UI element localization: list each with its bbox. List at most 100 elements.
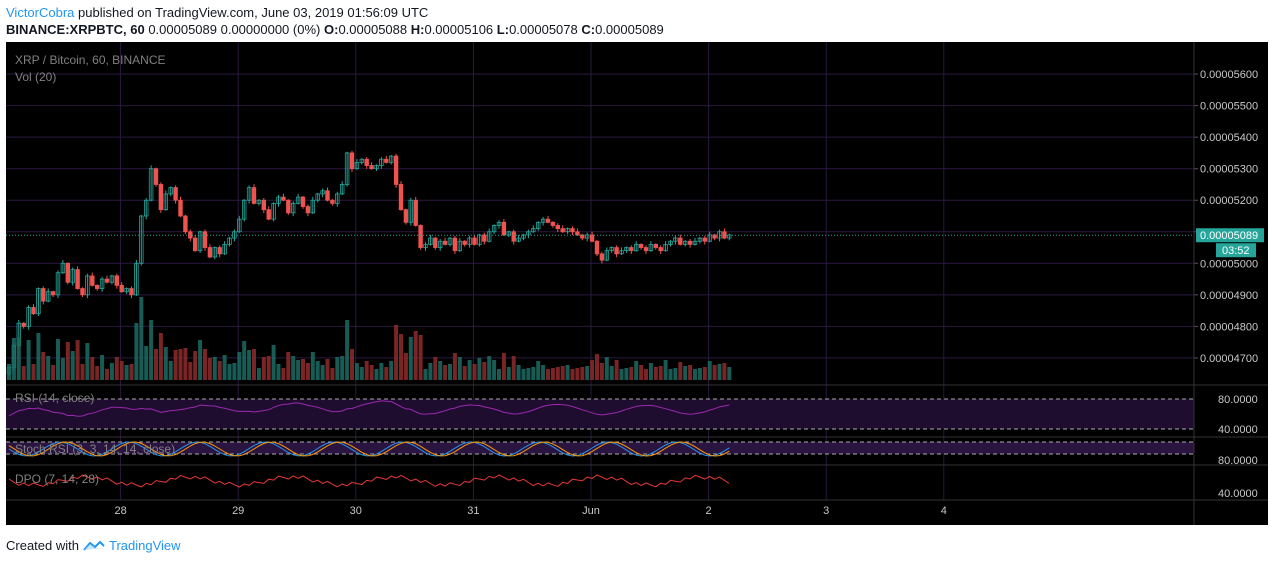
tradingview-link[interactable]: TradingView [108, 538, 181, 553]
volume-bar [16, 337, 21, 380]
volume-bar [614, 360, 619, 380]
volume-bar [688, 365, 693, 380]
volume-bar [516, 365, 521, 380]
candle-body [129, 288, 134, 296]
volume-bar [472, 364, 477, 380]
volume-bar [100, 355, 105, 380]
volume-bar [501, 353, 506, 380]
candle-body [472, 237, 477, 245]
candle-body [207, 247, 213, 258]
volume-bar [418, 335, 423, 380]
volume-bar [320, 365, 325, 380]
volume-bar [41, 352, 46, 380]
candle-body [467, 237, 472, 245]
volume-bar [634, 361, 639, 380]
volume-bar [536, 361, 541, 380]
candle-body [173, 187, 178, 201]
candle-body [702, 237, 707, 242]
volume-bar [497, 369, 501, 380]
high-value: 0.00005106 [424, 22, 494, 37]
candle-body [594, 240, 600, 255]
volume-bar [541, 365, 546, 380]
candle-body [604, 250, 609, 261]
candle-body [271, 202, 276, 220]
volume-bar [619, 369, 624, 380]
candle-body [241, 199, 247, 220]
volume-bar [330, 368, 335, 380]
author-link[interactable]: VictorCobra [6, 5, 75, 20]
volume-bar [296, 360, 301, 380]
volume-bar [183, 348, 188, 380]
volume-bar [237, 352, 242, 380]
volume-bar [217, 361, 222, 380]
volume-bar [433, 357, 438, 380]
volume-bar [222, 355, 227, 380]
volume-bar [448, 364, 452, 380]
candle-body [246, 187, 252, 201]
candle-body [286, 199, 291, 214]
candle-body [168, 187, 173, 195]
candle-body [540, 218, 546, 223]
volume-bar [443, 365, 448, 380]
candle-body [143, 199, 149, 217]
y-tick-label-6: 0.00005000 [1200, 258, 1258, 270]
candle-body [41, 288, 46, 302]
candle-body [599, 253, 605, 261]
close-label: C: [581, 22, 596, 37]
volume-bar [60, 358, 65, 380]
x-tick-label-2: 30 [350, 505, 362, 517]
candle-body [491, 225, 497, 233]
volume-bar [173, 350, 178, 380]
candle-body [413, 199, 418, 226]
volume-bar [546, 369, 550, 380]
candle-body [99, 278, 105, 289]
volume-bar [26, 340, 31, 380]
candle-body [21, 322, 26, 327]
volume-bar [629, 367, 634, 380]
volume-bar [389, 361, 394, 380]
chart-area[interactable]: 0.00005600 0.00005500 0.00005400 0.00005300… [6, 42, 1268, 525]
volume-bar [648, 363, 653, 380]
volume-bar [46, 356, 51, 380]
volume-bar [374, 369, 379, 380]
candle-body [369, 165, 374, 170]
candle-body [486, 231, 492, 242]
volume-bar [188, 362, 193, 380]
volume-bar [428, 363, 433, 380]
volume-bar [604, 357, 609, 380]
candle-body [393, 155, 399, 185]
y-tick-label-9: 0.00004700 [1200, 353, 1258, 365]
candle-body [403, 209, 409, 223]
candle-body [555, 225, 560, 230]
dpo-line [8, 474, 730, 488]
volume-bar [658, 366, 663, 380]
volume-bar [379, 363, 384, 380]
volume-bar [438, 361, 443, 380]
countdown-badge [1216, 243, 1256, 258]
price-chart-svg[interactable]: 0.00005600 0.00005500 0.00005400 0.00005300… [6, 42, 1268, 525]
candle-body [158, 184, 164, 211]
volume-bar [487, 356, 492, 380]
candle-body [359, 158, 364, 163]
rsi-label: RSI (14, close) [15, 391, 94, 405]
volume-bar [609, 366, 614, 380]
volume-bar [570, 369, 575, 380]
candle-body [384, 158, 389, 163]
candle-body [437, 240, 443, 248]
publish-info: VictorCobra published on TradingView.com… [6, 5, 428, 20]
high-label: H: [410, 22, 425, 37]
candle-body [349, 152, 355, 170]
candle-body [354, 161, 360, 170]
volume-bar [340, 356, 345, 380]
candle-body [673, 237, 678, 242]
volume-bar [506, 367, 511, 380]
candle-body [104, 278, 110, 283]
y-tick-label-7: 0.00004900 [1200, 290, 1258, 302]
open-label: O: [323, 22, 339, 37]
candle-body [276, 196, 281, 204]
candle-body [638, 243, 644, 248]
candle-body [50, 291, 56, 296]
candle-body [339, 184, 345, 195]
candle-body [570, 228, 575, 233]
volume-bar [80, 364, 85, 380]
